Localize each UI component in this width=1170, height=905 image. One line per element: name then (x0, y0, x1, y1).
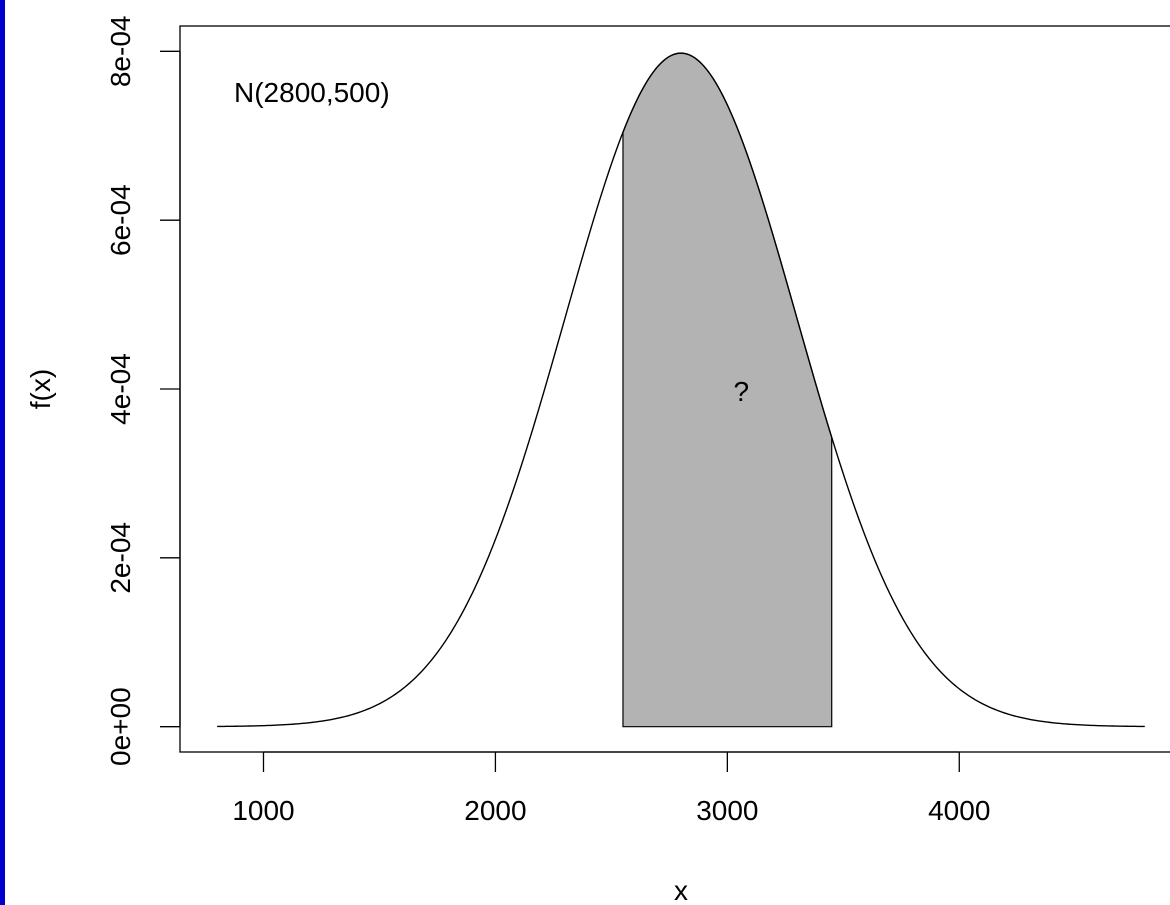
y-tick-label: 6e-04 (105, 184, 136, 256)
y-tick-label: 8e-04 (105, 16, 136, 88)
y-axis-label: f(x) (25, 369, 56, 409)
y-tick-label: 4e-04 (105, 353, 136, 425)
left-border-strip (0, 0, 5, 905)
distribution-annotation: N(2800,500) (234, 77, 390, 108)
x-tick-label: 3000 (696, 795, 758, 826)
x-axis: 1000 2000 3000 4000 (232, 751, 990, 826)
y-axis: 0e+00 2e-04 4e-04 6e-04 8e-04 (105, 16, 181, 766)
x-tick-label: 1000 (232, 795, 294, 826)
shaded-region-label: ? (733, 376, 749, 407)
shaded-probability-area (622, 52, 833, 728)
density-curve-line (217, 52, 1145, 728)
x-tick-label: 2000 (464, 795, 526, 826)
y-tick-label: 0e+00 (105, 687, 136, 766)
x-tick-label: 4000 (928, 795, 990, 826)
y-tick-label: 2e-04 (105, 522, 136, 594)
x-axis-label: x (674, 875, 688, 905)
